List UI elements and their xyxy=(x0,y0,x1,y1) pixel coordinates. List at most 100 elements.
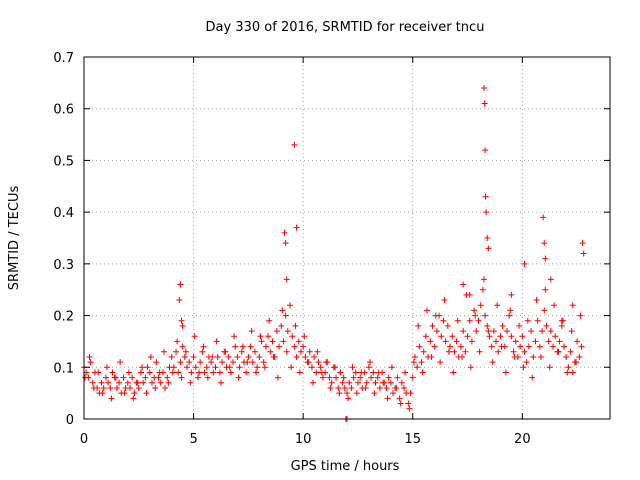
data-point xyxy=(100,384,107,391)
data-point xyxy=(169,369,176,376)
data-point xyxy=(102,374,109,381)
data-point xyxy=(563,353,570,360)
data-point xyxy=(295,338,302,345)
data-point xyxy=(507,307,514,314)
data-point xyxy=(560,343,567,350)
data-point xyxy=(254,364,261,371)
data-point xyxy=(306,348,313,355)
data-point xyxy=(125,369,132,376)
data-point xyxy=(269,338,276,345)
data-point xyxy=(222,348,229,355)
data-point xyxy=(520,364,527,371)
data-point xyxy=(467,364,474,371)
data-point xyxy=(462,348,469,355)
data-point xyxy=(543,322,550,329)
data-point xyxy=(302,353,309,360)
data-point xyxy=(204,374,211,381)
data-point xyxy=(432,312,439,319)
data-point xyxy=(466,317,473,324)
y-tick-label: 0.2 xyxy=(53,310,74,325)
data-point xyxy=(499,322,506,329)
data-point xyxy=(541,307,548,314)
data-point xyxy=(86,353,93,360)
data-point xyxy=(453,338,460,345)
data-point xyxy=(530,353,537,360)
data-point xyxy=(335,384,342,391)
data-point xyxy=(287,302,294,309)
data-point xyxy=(174,338,181,345)
data-point xyxy=(541,240,548,247)
data-point xyxy=(449,333,456,340)
y-tick-label: 0.3 xyxy=(53,258,74,273)
data-point xyxy=(475,317,482,324)
data-point xyxy=(484,235,491,241)
data-point xyxy=(374,374,381,381)
data-point xyxy=(495,348,502,355)
y-tick-label: 0.7 xyxy=(53,51,74,66)
data-point xyxy=(107,384,114,391)
data-point xyxy=(481,100,488,107)
x-tick-label: 10 xyxy=(295,432,312,447)
data-point xyxy=(197,359,204,366)
data-point xyxy=(203,364,210,371)
data-point xyxy=(368,374,375,381)
data-point xyxy=(170,364,177,371)
data-point xyxy=(471,307,478,314)
data-point xyxy=(418,359,425,366)
data-point xyxy=(485,328,492,335)
data-point xyxy=(350,374,357,381)
x-tick-label: 0 xyxy=(80,432,88,447)
data-point xyxy=(365,364,372,371)
data-point xyxy=(497,333,504,340)
data-point xyxy=(212,364,219,371)
y-axis-label: SRMTID / TECUs xyxy=(7,186,22,291)
data-point xyxy=(326,374,333,381)
data-point xyxy=(175,369,182,376)
data-point xyxy=(273,328,280,335)
data-point xyxy=(437,359,444,366)
data-point xyxy=(327,384,334,391)
data-point xyxy=(468,338,475,345)
data-point xyxy=(227,369,234,376)
data-point xyxy=(556,338,563,345)
data-point xyxy=(200,343,207,350)
data-point xyxy=(397,400,404,407)
data-point xyxy=(419,369,426,376)
chart-title: Day 330 of 2016, SRMTID for receiver tnc… xyxy=(206,20,485,35)
data-point xyxy=(376,384,383,391)
data-point xyxy=(508,291,515,298)
data-point xyxy=(348,384,355,391)
y-tick-label: 0.5 xyxy=(53,154,74,169)
data-point xyxy=(87,359,94,366)
data-point xyxy=(383,384,390,391)
data-point xyxy=(346,379,353,386)
data-point xyxy=(124,379,131,386)
data-point xyxy=(482,147,489,154)
data-point xyxy=(82,374,89,381)
data-point xyxy=(274,374,281,381)
data-point xyxy=(440,317,447,324)
data-point xyxy=(464,333,471,340)
data-point xyxy=(188,369,195,376)
data-point xyxy=(191,333,198,340)
x-axis-label: GPS time / hours xyxy=(291,459,400,474)
data-point xyxy=(385,374,392,381)
data-point xyxy=(398,379,405,386)
data-point xyxy=(517,343,524,350)
data-point xyxy=(410,359,417,366)
data-point xyxy=(340,374,347,381)
data-point xyxy=(261,364,268,371)
data-point xyxy=(375,369,382,376)
data-point xyxy=(363,379,370,386)
data-point xyxy=(201,369,208,376)
data-point xyxy=(422,333,429,340)
data-point xyxy=(117,359,124,366)
data-point xyxy=(529,374,536,381)
data-point xyxy=(574,338,581,345)
data-point xyxy=(135,384,142,391)
data-point xyxy=(358,369,365,376)
data-point xyxy=(300,343,307,350)
data-point xyxy=(131,390,138,397)
data-point xyxy=(245,353,252,360)
